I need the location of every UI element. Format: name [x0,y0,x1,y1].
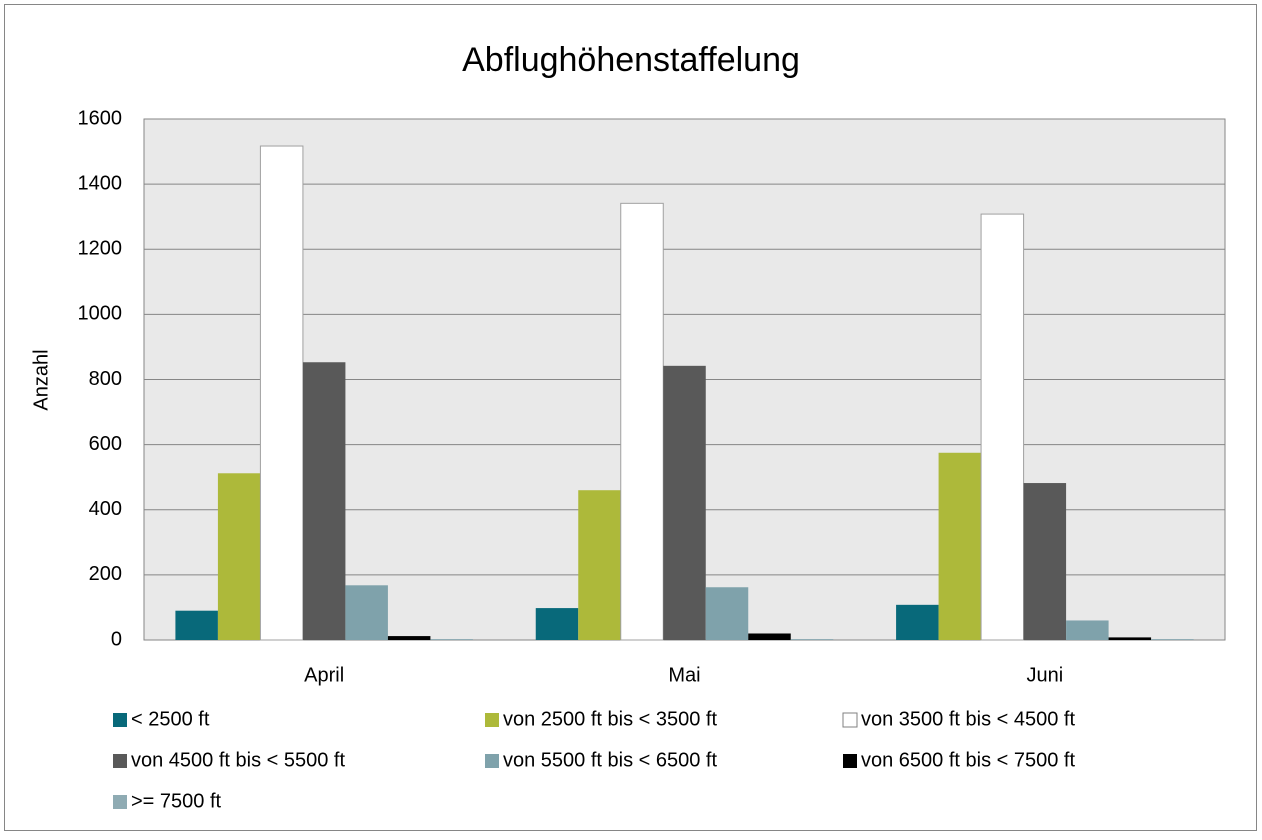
chart-title: Abflughöhenstaffelung [462,41,800,79]
bar [620,202,664,641]
legend-label: von 3500 ft bis < 4500 ft [861,708,1075,730]
bar [345,585,388,640]
legend-swatch [843,754,857,768]
y-axis-label: Anzahl [30,349,52,410]
bar [1066,620,1109,640]
bar [663,365,706,640]
bar [938,452,982,640]
bar [1108,637,1152,640]
legend-swatch [113,754,127,768]
legend-swatch [485,754,499,768]
y-tick-label: 800 [89,368,122,390]
legend-label: von 5500 ft bis < 6500 ft [503,749,717,771]
legend-swatch [842,712,858,728]
bar [175,610,218,640]
legend-swatch [113,795,127,809]
bar [748,633,791,640]
bar [1023,483,1067,640]
bar [302,362,346,640]
legend-label: >= 7500 ft [131,790,222,812]
y-tick-label: 1600 [78,107,123,129]
y-tick-label: 600 [89,433,122,455]
x-tick-label: Mai [668,664,700,686]
bar [430,639,473,640]
bar [896,604,939,640]
bar [1151,639,1194,640]
x-tick-label: April [304,664,344,686]
bar [705,587,749,640]
y-tick-label: 1400 [78,172,123,194]
legend-label: von 2500 ft bis < 3500 ft [503,708,717,730]
y-tick-label: 0 [111,628,122,650]
bar [790,639,834,640]
legend-label: von 4500 ft bis < 5500 ft [131,749,345,771]
bar [387,636,431,640]
legend-swatch [113,713,127,727]
bar [259,145,304,641]
legend-swatch [485,713,499,727]
bar [980,213,1025,641]
bar [217,473,261,640]
y-tick-label: 1000 [78,303,123,325]
legend-label: < 2500 ft [131,708,210,730]
y-tick-label: 1200 [78,238,123,260]
y-tick-label: 400 [89,498,122,520]
legend-label: von 6500 ft bis < 7500 ft [861,749,1075,771]
bar [535,608,579,640]
bar [578,490,621,640]
y-tick-label: 200 [89,563,122,585]
x-tick-label: Juni [1026,664,1063,686]
